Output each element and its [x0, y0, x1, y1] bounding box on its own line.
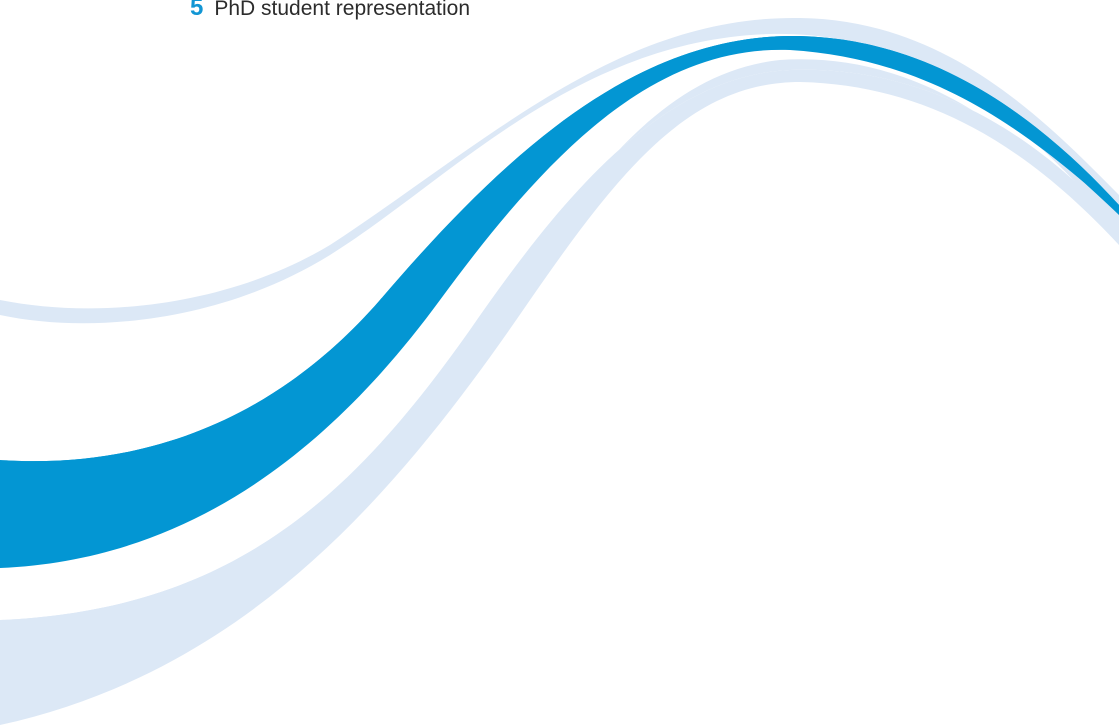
section-title: PhD student representation: [214, 0, 471, 20]
wave-light-lower-body: [0, 69, 1119, 725]
section-number: 5: [190, 0, 204, 21]
wave-light-upper: [0, 17, 1119, 324]
section-heading: 5 PhD student representation: [190, 0, 470, 20]
wave-dark-body: [0, 35, 1119, 568]
